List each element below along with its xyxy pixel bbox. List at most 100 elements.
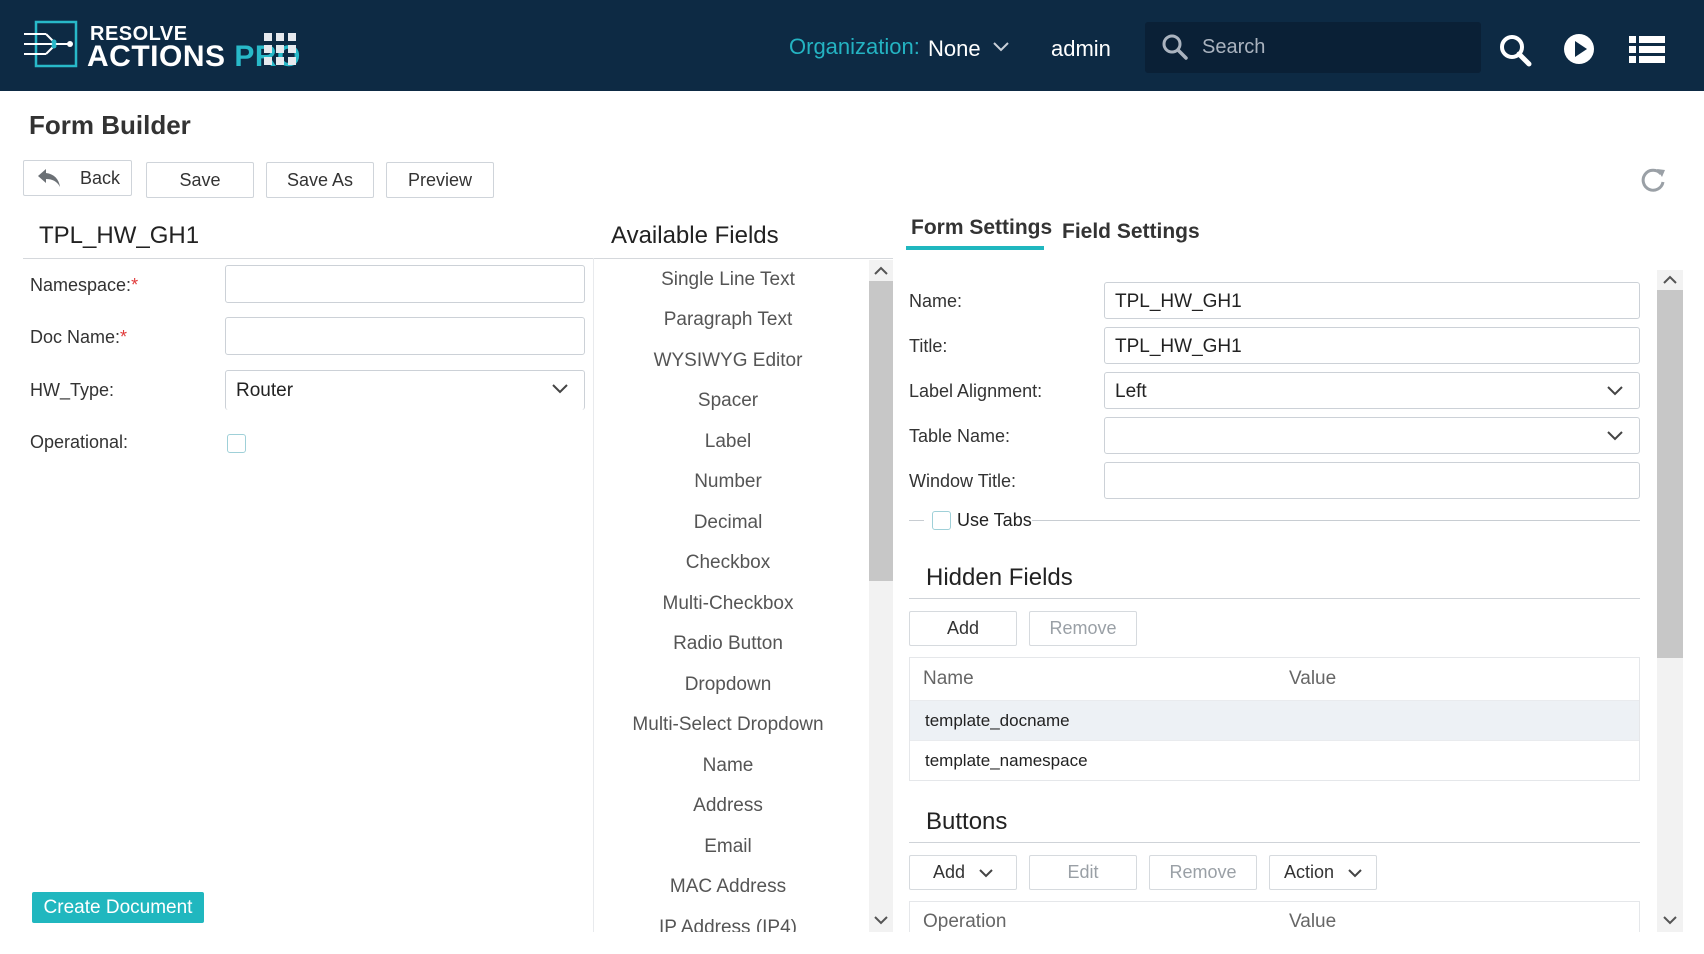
list-item[interactable]: Multi-Checkbox [662, 593, 794, 614]
create-document-button[interactable]: Create Document [32, 892, 204, 923]
buttons-heading: Buttons [926, 808, 1008, 835]
window-title-input[interactable] [1104, 462, 1640, 499]
search-icon[interactable] [1497, 32, 1533, 68]
divider [1032, 520, 1640, 521]
list-item[interactable]: Address [693, 795, 763, 816]
list-item[interactable]: Paragraph Text [663, 309, 793, 330]
column-header-value[interactable]: Value [1289, 668, 1337, 689]
scroll-down-icon[interactable] [1658, 910, 1682, 930]
grid-header: Operation Value [910, 902, 1639, 932]
title-input[interactable]: TPL_HW_GH1 [1104, 327, 1640, 364]
list-icon[interactable] [1629, 35, 1665, 65]
namespace-label-text: Namespace: [30, 275, 132, 295]
available-fields-heading: Available Fields [611, 222, 779, 249]
list-item[interactable]: MAC Address [669, 876, 787, 897]
active-tab-indicator [906, 246, 1044, 250]
list-item[interactable]: Spacer [697, 390, 759, 411]
list-item[interactable]: Label [704, 431, 752, 452]
brand-name-top: RESOLVE [90, 23, 188, 45]
page-bottom [0, 932, 1704, 954]
label-alignment-select[interactable]: Left [1104, 372, 1640, 409]
table-name-select[interactable] [1104, 417, 1640, 454]
buttons-grid: Operation Value [909, 901, 1640, 932]
back-button[interactable]: Back [23, 160, 132, 196]
tab-form-settings[interactable]: Form Settings [911, 216, 1053, 239]
list-item[interactable]: Single Line Text [661, 269, 795, 290]
table-name-label: Table Name: [909, 426, 1011, 446]
brand-actions: ACTIONS [87, 40, 226, 73]
scroll-down-icon[interactable] [869, 910, 893, 930]
list-item[interactable]: IP Address (IP4) [659, 917, 797, 932]
docname-input[interactable] [225, 317, 585, 355]
label-alignment-label: Label Alignment: [909, 381, 1043, 401]
row-name: template_docname [925, 711, 1070, 730]
operational-label: Operational: [30, 432, 129, 452]
divider [593, 258, 893, 259]
list-item[interactable]: Dropdown [684, 674, 772, 695]
list-item[interactable]: Number [694, 471, 762, 492]
page-title: Form Builder [29, 110, 191, 140]
row-name: template_namespace [925, 751, 1088, 770]
list-item[interactable]: Email [704, 836, 752, 857]
column-header-operation[interactable]: Operation [923, 911, 1007, 932]
play-icon[interactable] [1563, 33, 1595, 65]
scroll-up-icon[interactable] [1658, 270, 1682, 290]
chevron-down-icon [1607, 431, 1623, 441]
chevron-down-icon [1607, 386, 1623, 396]
buttons-remove-button[interactable]: Remove [1149, 855, 1257, 890]
use-tabs-checkbox[interactable] [932, 511, 951, 530]
window-title-label: Window Title: [909, 471, 1017, 491]
hwtype-label: HW_Type: [30, 380, 115, 400]
chevron-down-icon[interactable] [992, 40, 1010, 54]
save-button[interactable]: Save [146, 162, 254, 198]
scrollbar-thumb[interactable] [1657, 290, 1683, 658]
refresh-icon[interactable] [1639, 166, 1667, 194]
column-header-value[interactable]: Value [1289, 911, 1337, 932]
chevron-down-icon [979, 868, 993, 877]
apps-grid-icon[interactable] [264, 33, 296, 65]
preview-button[interactable]: Preview [386, 162, 494, 198]
grid-header: Name Value [910, 658, 1639, 700]
hidden-fields-heading: Hidden Fields [926, 564, 1073, 591]
title-label: Title: [909, 336, 948, 356]
divider [909, 520, 924, 521]
hwtype-select[interactable]: Router [225, 370, 585, 410]
save-as-button[interactable]: Save As [266, 162, 374, 198]
hidden-add-button[interactable]: Add [909, 611, 1017, 646]
buttons-action-dropdown[interactable]: Action [1269, 855, 1377, 890]
list-item[interactable]: Radio Button [673, 633, 783, 654]
organization-value[interactable]: None [928, 36, 981, 61]
search-input[interactable] [1202, 32, 1462, 62]
list-item[interactable]: Multi-Select Dropdown [632, 714, 824, 735]
scrollbar-thumb[interactable] [869, 281, 893, 581]
resolve-logo-icon [24, 20, 78, 68]
list-item[interactable]: Checkbox [685, 552, 771, 573]
divider [593, 258, 594, 932]
divider [909, 598, 1640, 599]
list-item[interactable]: Name [702, 755, 754, 776]
operational-checkbox[interactable] [227, 434, 246, 453]
chevron-down-icon [552, 384, 568, 394]
scroll-up-icon[interactable] [869, 261, 893, 281]
namespace-input[interactable] [225, 265, 585, 303]
brand-name-bottom: ACTIONS PRO [87, 42, 301, 72]
required-mark: * [120, 327, 128, 347]
username[interactable]: admin [1051, 36, 1111, 61]
list-item[interactable]: Decimal [693, 512, 763, 533]
table-row[interactable]: template_namespace [910, 740, 1639, 780]
docname-label-text: Doc Name: [30, 327, 121, 347]
name-input[interactable]: TPL_HW_GH1 [1104, 282, 1640, 319]
divider [23, 258, 593, 259]
organization-label: Organization: [789, 34, 920, 59]
buttons-add-label: Add [932, 862, 966, 882]
tab-field-settings[interactable]: Field Settings [1062, 220, 1200, 243]
namespace-label: Namespace:* [30, 275, 138, 296]
list-item[interactable]: WYSIWYG Editor [653, 350, 803, 371]
table-row[interactable]: template_docname [910, 700, 1639, 740]
buttons-action-label: Action [1283, 862, 1335, 882]
column-header-name[interactable]: Name [923, 668, 974, 689]
hidden-remove-button[interactable]: Remove [1029, 611, 1137, 646]
buttons-edit-button[interactable]: Edit [1029, 855, 1137, 890]
buttons-add-dropdown[interactable]: Add [909, 855, 1017, 890]
hidden-fields-grid: Name Value template_docname template_nam… [909, 657, 1640, 781]
